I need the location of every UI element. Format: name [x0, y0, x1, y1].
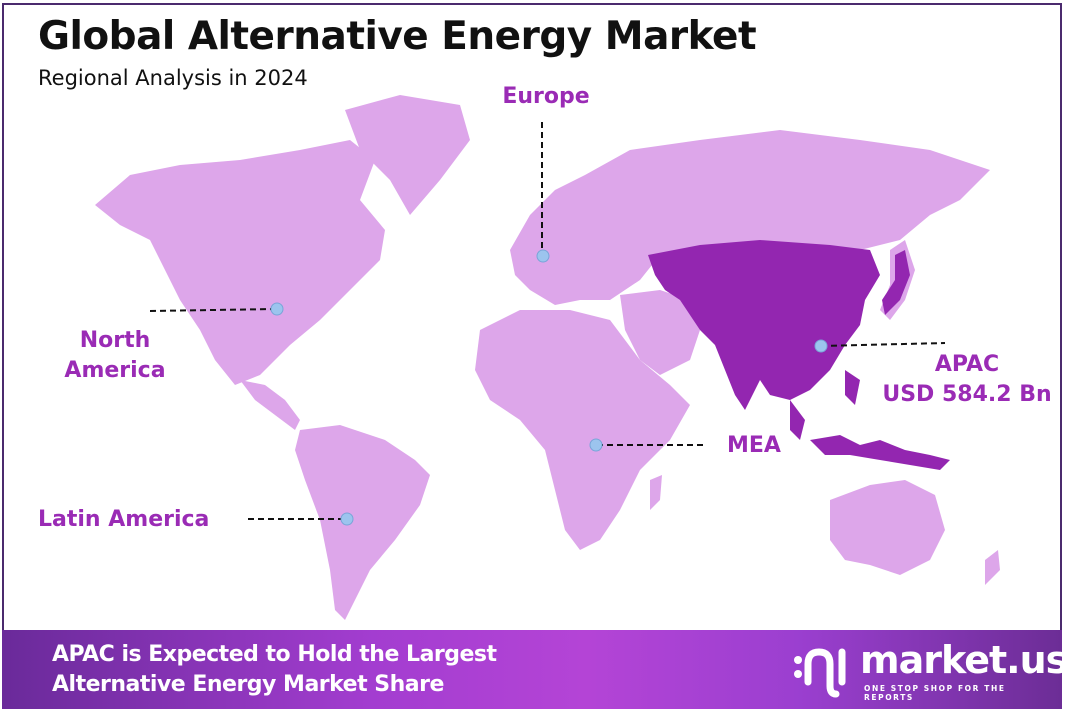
apac-marker — [814, 339, 828, 353]
world-map — [95, 95, 1000, 620]
footer-banner: APAC is Expected to Hold the Largest Alt… — [2, 630, 1066, 709]
central-america-shape — [240, 380, 300, 430]
europe-marker — [536, 249, 550, 263]
label-europe: Europe — [502, 84, 590, 109]
latin-america-marker — [340, 512, 354, 526]
indonesia-shape — [810, 435, 950, 470]
region-markers — [270, 249, 828, 526]
southeast-asia-shape — [790, 400, 805, 440]
south-america-shape — [295, 425, 430, 620]
north-america-marker — [270, 302, 284, 316]
apac-mainland-shape — [648, 240, 880, 410]
label-latin-america: Latin America — [38, 507, 210, 532]
new-zealand-shape — [985, 550, 1000, 585]
label-apac: APAC USD 584.2 Bn — [872, 350, 1062, 410]
label-apac-value: USD 584.2 Bn — [882, 382, 1052, 407]
footer-line2: Alternative Energy Market Share — [52, 672, 444, 697]
logo-tagline: ONE STOP SHOP FOR THE REPORTS — [864, 684, 1006, 702]
label-north-america-line1: North — [79, 328, 151, 353]
label-north-america: North America — [55, 326, 175, 386]
land-masses — [95, 95, 1000, 620]
japan-highlight-shape — [882, 250, 910, 315]
madagascar-shape — [650, 475, 662, 510]
australia-shape — [830, 480, 945, 575]
market-us-logo: market.us ONE STOP SHOP FOR THE REPORTS — [792, 638, 1066, 702]
middle-east-shape — [620, 290, 700, 375]
page-subtitle: Regional Analysis in 2024 — [38, 66, 308, 90]
label-apac-name: APAC — [934, 352, 1000, 377]
apac-highlight — [648, 240, 950, 470]
philippines-shape — [845, 370, 860, 405]
logo-name: market.us — [860, 638, 1066, 682]
mea-marker — [589, 438, 603, 452]
page-title: Global Alternative Energy Market — [38, 14, 757, 59]
greenland-shape — [345, 95, 470, 215]
eurasia-shape — [510, 130, 990, 305]
leader-lines — [149, 122, 946, 520]
footer-line1: APAC is Expected to Hold the Largest — [52, 642, 497, 667]
label-mea: MEA — [727, 433, 781, 458]
label-north-america-line2: America — [64, 358, 166, 383]
africa-shape — [475, 310, 690, 550]
footer-message: APAC is Expected to Hold the Largest Alt… — [52, 640, 497, 700]
market-us-logo-icon — [794, 648, 846, 698]
north-america-shape — [95, 140, 385, 385]
